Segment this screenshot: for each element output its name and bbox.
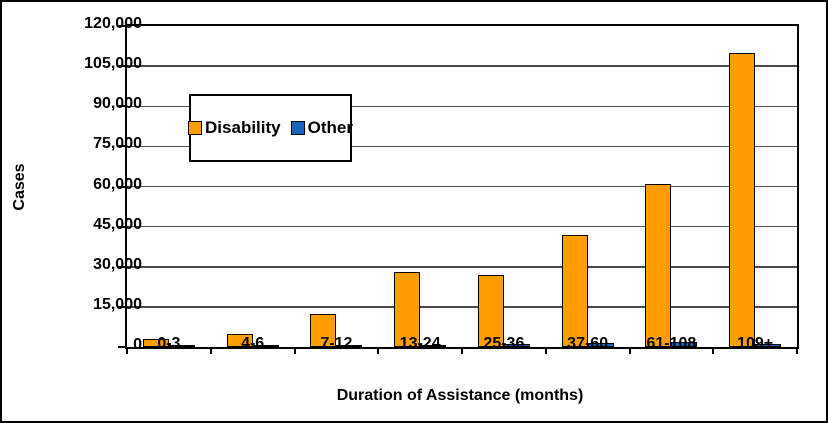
x-tick <box>293 347 296 354</box>
y-axis-title: Cases <box>11 163 28 211</box>
bar-disability <box>645 183 672 347</box>
y-tick <box>118 25 126 27</box>
plot-area <box>118 24 799 354</box>
x-tick <box>209 347 212 354</box>
x-tick <box>126 347 128 354</box>
y-tick-label: 105,000 <box>84 55 142 73</box>
x-tick <box>628 347 631 354</box>
x-tick-label: 4-6 <box>241 335 265 352</box>
x-tick-label: 109+ <box>737 335 774 352</box>
y-tick <box>118 265 126 268</box>
y-tick-label: 45,000 <box>93 215 142 233</box>
y-tick-label: 120,000 <box>84 15 142 32</box>
bar-disability <box>729 52 756 347</box>
y-tick <box>118 145 126 148</box>
x-tick-label: 13-24 <box>399 335 441 352</box>
x-tick-label: 37-60 <box>567 335 609 352</box>
x-tick <box>461 347 463 354</box>
other-swatch-icon <box>290 121 305 135</box>
x-tick <box>377 347 380 354</box>
gridline <box>127 185 797 188</box>
x-tick-label: 0-3 <box>157 335 181 352</box>
gridline <box>127 266 797 268</box>
bar-disability <box>226 333 253 347</box>
gridline <box>127 65 797 67</box>
y-tick <box>118 105 126 108</box>
y-tick-label: 60,000 <box>93 175 142 193</box>
y-tick-label: 15,000 <box>93 295 142 313</box>
y-tick <box>118 305 126 308</box>
bar-other <box>336 345 363 347</box>
gridline <box>127 145 797 148</box>
bar-other <box>587 343 614 347</box>
x-axis-title: Duration of Assistance (months) <box>336 387 584 404</box>
x-tick-label: 61-108 <box>646 335 697 352</box>
gridline <box>127 306 797 308</box>
x-tick <box>544 347 547 354</box>
x-tick <box>712 347 715 354</box>
bar-disability <box>477 274 504 347</box>
gridline <box>127 105 797 107</box>
y-tick-label: 75,000 <box>93 135 142 153</box>
bar-disability <box>310 313 337 347</box>
bar-other <box>503 344 530 347</box>
y-tick <box>118 185 126 188</box>
legend-item-disability: Disability <box>188 118 281 138</box>
legend-label-other: Other <box>307 118 353 137</box>
gridline <box>127 225 797 228</box>
y-tick-label: 30,000 <box>93 255 142 273</box>
y-tick <box>118 225 126 228</box>
bar-disability <box>394 272 421 347</box>
legend-item-other: Other <box>290 118 353 138</box>
y-tick <box>118 65 126 68</box>
bar-disability <box>142 338 169 347</box>
bar-other <box>755 343 782 347</box>
legend-label-disability: Disability <box>205 118 281 137</box>
x-tick <box>796 347 798 354</box>
bar-other <box>252 345 279 347</box>
y-tick-label: 0 <box>133 336 142 353</box>
y-tick <box>118 346 126 348</box>
y-tick-label: 90,000 <box>93 95 142 113</box>
bar-disability <box>561 234 588 347</box>
disability-swatch-icon <box>188 121 203 135</box>
legend: Disability Other <box>188 94 353 162</box>
x-tick-label: 25-36 <box>483 335 525 352</box>
bar-other <box>168 345 195 347</box>
bar-other <box>671 342 698 347</box>
bar-other <box>420 344 447 347</box>
x-tick-label: 7-12 <box>320 335 353 352</box>
